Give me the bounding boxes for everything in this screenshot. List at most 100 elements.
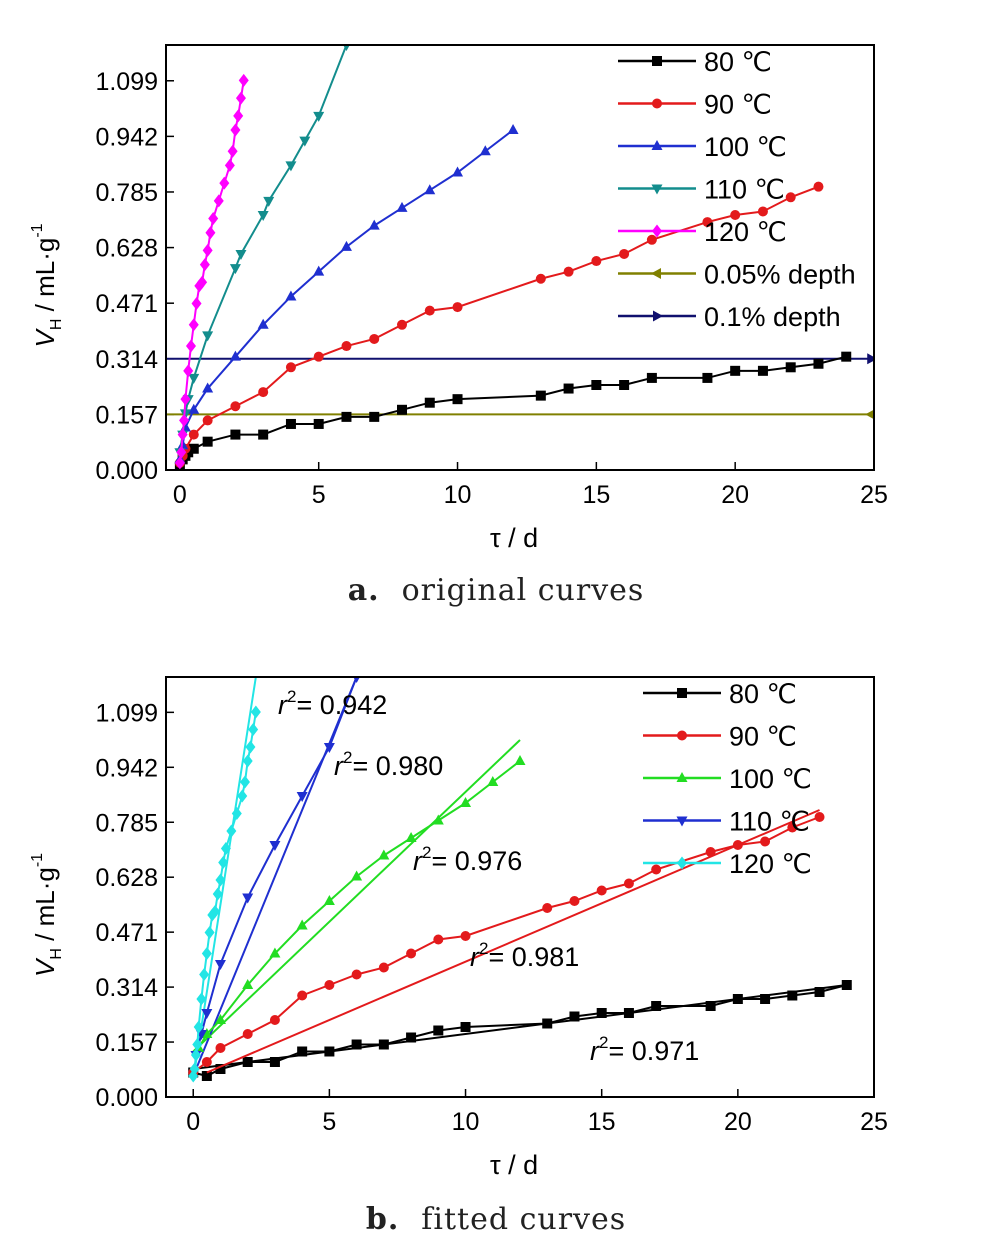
data-point xyxy=(201,1071,212,1081)
data-point xyxy=(215,1064,226,1074)
y-tick-label: 0.157 xyxy=(95,1029,158,1057)
data-point xyxy=(757,206,768,217)
panel-original-curves: 0.000 0.157 0.314 0.471 0.628 0.785 0.942 1.099… xyxy=(29,44,888,608)
data-point xyxy=(201,1009,213,1019)
y-tick-label: 0.628 xyxy=(95,864,158,892)
y-tick-label: 0.000 xyxy=(95,1084,158,1112)
x-tick-label: 0 xyxy=(173,481,187,509)
data-point xyxy=(760,836,771,847)
data-point xyxy=(535,273,546,284)
plot-frame xyxy=(165,676,875,1098)
data-point xyxy=(192,1038,203,1051)
data-point xyxy=(250,705,261,719)
data-point xyxy=(269,1015,280,1025)
legend-label: 110 ℃ xyxy=(729,807,810,837)
data-point xyxy=(785,192,796,203)
y-axis-label: VH / mL·g-1 xyxy=(29,853,65,977)
data-point xyxy=(218,856,229,869)
data-point xyxy=(242,979,254,989)
data-point xyxy=(199,968,210,981)
data-point xyxy=(190,1048,201,1062)
data-point xyxy=(623,878,634,889)
data-point xyxy=(785,362,796,373)
legend-marker xyxy=(677,856,687,870)
legend-label: 90 ℃ xyxy=(704,90,772,120)
data-point xyxy=(730,365,741,376)
data-point xyxy=(202,243,213,257)
data-point xyxy=(257,318,269,329)
data-point xyxy=(705,847,716,857)
legend-marker xyxy=(677,688,687,698)
data-point xyxy=(258,429,269,440)
legend-marker xyxy=(677,730,687,741)
y-tick-label: 0.471 xyxy=(95,290,158,318)
data-point xyxy=(202,436,213,447)
r2-eq: = xyxy=(608,1036,631,1066)
legend-marker xyxy=(676,772,688,782)
caption-b-text: fitted curves xyxy=(421,1202,627,1237)
series-line xyxy=(178,355,847,467)
y-axis-label-main: V xyxy=(30,957,60,977)
y-axis-label-sup: -1 xyxy=(29,853,46,867)
x-tick-label: 5 xyxy=(322,1108,336,1136)
caption-b-label: b. xyxy=(365,1202,400,1237)
r2-exponent: 2 xyxy=(422,843,431,862)
data-point xyxy=(619,248,630,259)
data-point xyxy=(702,372,713,383)
r2-exponent: 2 xyxy=(287,687,296,706)
depth-line-marker xyxy=(865,409,874,420)
data-point xyxy=(424,305,435,316)
legend-marker xyxy=(652,56,662,66)
legend-label: 100 ℃ xyxy=(729,764,812,794)
data-point xyxy=(646,234,657,245)
data-point xyxy=(841,980,852,990)
data-point xyxy=(176,445,187,459)
r2-eq: = xyxy=(431,846,454,876)
data-point xyxy=(341,411,352,422)
data-point xyxy=(285,418,296,429)
y-tick-label: 0.785 xyxy=(95,809,158,837)
r2-exponent: 2 xyxy=(343,748,352,767)
y-tick-label: 0.628 xyxy=(95,235,158,263)
x-tick-label: 15 xyxy=(582,481,610,509)
legend: 80 ℃ 90 ℃ 100 ℃ 110 ℃ 120 ℃ xyxy=(643,679,812,879)
y-axis-label-sub: H xyxy=(48,319,65,331)
data-point xyxy=(239,775,250,789)
data-point xyxy=(569,896,580,906)
data-point xyxy=(235,249,247,260)
data-point xyxy=(226,824,237,838)
data-point xyxy=(296,919,308,930)
legend-label: 120 ℃ xyxy=(704,217,787,247)
data-point xyxy=(208,212,219,226)
y-tick-label: 0.314 xyxy=(95,346,158,374)
data-point xyxy=(424,397,435,408)
data-point xyxy=(814,987,825,997)
data-point xyxy=(201,1057,212,1067)
x-tick-label: 20 xyxy=(721,481,749,509)
data-point xyxy=(378,849,390,860)
data-point xyxy=(460,797,472,807)
legend-label: 80 ℃ xyxy=(704,47,772,77)
data-point xyxy=(258,387,269,398)
data-point xyxy=(591,380,602,390)
data-point xyxy=(732,994,743,1004)
data-point xyxy=(188,403,200,414)
data-point xyxy=(231,807,242,820)
data-point xyxy=(238,73,249,87)
data-point xyxy=(313,265,325,276)
data-point xyxy=(189,1062,200,1076)
data-point xyxy=(313,418,324,429)
data-point xyxy=(215,1043,226,1053)
y-axis-label-unit: / mL·g xyxy=(30,238,60,319)
data-point xyxy=(324,1046,335,1057)
caption-b: b. fitted curves xyxy=(0,1202,992,1237)
data-point xyxy=(224,158,235,172)
x-axis-label: τ / d xyxy=(490,1150,538,1180)
legend: 80 ℃ 90 ℃ 100 ℃ 110 ℃ 120 ℃ 0.05% depth 0.1% d… xyxy=(618,47,856,332)
data-point xyxy=(202,331,214,342)
x-tick-label: 20 xyxy=(724,1108,752,1136)
data-point xyxy=(479,145,491,156)
data-point xyxy=(623,1008,634,1018)
r2-symbol: r xyxy=(334,751,344,781)
data-point xyxy=(242,1057,253,1067)
